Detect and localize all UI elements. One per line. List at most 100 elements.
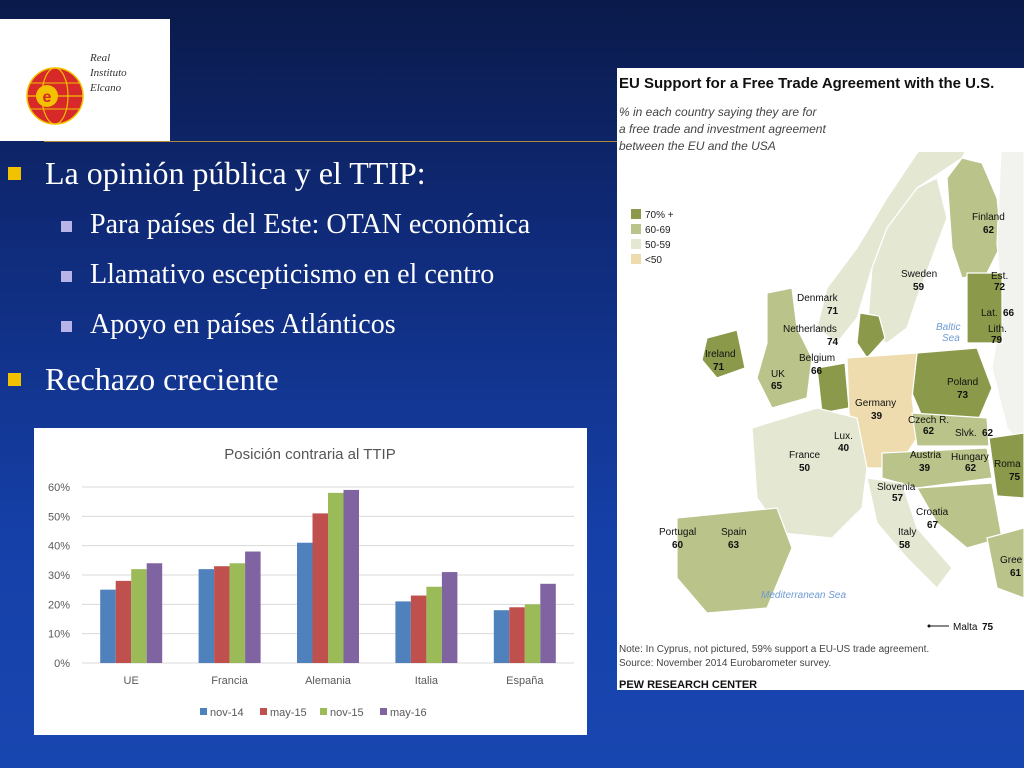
bar xyxy=(441,572,458,663)
country-name: Denmark xyxy=(797,293,839,304)
country-value: 62 xyxy=(923,426,935,437)
country-name: Spain xyxy=(721,527,747,538)
country-value: 72 xyxy=(994,282,1006,293)
bar xyxy=(426,586,442,663)
austria-hungary-shape xyxy=(881,447,993,489)
legend-label: nov-14 xyxy=(210,707,244,719)
map-subtitle-line: % in each country saying they are for xyxy=(619,105,817,119)
chart-title: Posición contraria al TTIP xyxy=(224,446,395,463)
map-note: Note: In Cyprus, not pictured, 59% suppo… xyxy=(619,644,929,655)
country-name: Czech R. xyxy=(908,415,949,426)
square-bullet-icon xyxy=(61,271,72,282)
legend-swatch xyxy=(260,708,267,715)
bullet-text: La opinión pública y el TTIP: xyxy=(45,155,426,191)
bar xyxy=(100,589,116,663)
country-value: 74 xyxy=(827,337,839,348)
country-name: Slovenia xyxy=(877,482,916,493)
country-value: 67 xyxy=(927,520,939,531)
country-value: 71 xyxy=(713,362,725,373)
country-name: Malta xyxy=(953,622,978,633)
country-value: 79 xyxy=(991,335,1003,346)
bar xyxy=(524,604,541,663)
y-tick-label: 20% xyxy=(48,599,70,611)
bar xyxy=(131,569,147,663)
legend-label: 50-59 xyxy=(645,240,671,251)
x-category-label: Alemania xyxy=(305,675,352,687)
country-value: 61 xyxy=(1010,568,1022,579)
greece-shape xyxy=(986,527,1024,599)
balkans-shape xyxy=(916,482,1003,549)
country-name: Lith. xyxy=(988,324,1007,335)
square-bullet-icon xyxy=(61,221,72,232)
bar xyxy=(493,610,510,663)
legend-swatch xyxy=(320,708,327,715)
square-bullet-icon xyxy=(61,321,72,332)
country-name: Lat. xyxy=(981,308,998,319)
bar xyxy=(509,607,525,663)
map-subtitle-line: a free trade and investment agreement xyxy=(619,122,826,136)
uk-shape xyxy=(756,287,813,409)
ireland-shape xyxy=(701,329,746,379)
x-category-label: Francia xyxy=(211,675,249,687)
map-panel: EU Support for a Free Trade Agreement wi… xyxy=(617,68,1024,690)
europe-map: EU Support for a Free Trade Agreement wi… xyxy=(617,68,1024,690)
country-name: Austria xyxy=(910,450,942,461)
bullet-text: Para países del Este: OTAN económica xyxy=(90,209,531,240)
logo: e Real Instituto Elcano xyxy=(0,19,170,141)
x-category-label: UE xyxy=(124,675,139,687)
map-title: EU Support for a Free Trade Agreement wi… xyxy=(619,75,994,92)
elcano-logo-mark: e xyxy=(26,38,106,125)
map-subtitle-line: between the EU and the USA xyxy=(619,139,776,153)
logo-wordmark: Real Instituto Elcano xyxy=(90,51,127,96)
bullet-text: Llamativo escepticismo en el centro xyxy=(90,259,495,290)
country-value: 62 xyxy=(982,428,994,439)
country-value: 65 xyxy=(771,381,783,392)
country-name: Germany xyxy=(855,398,896,409)
x-category-label: España xyxy=(506,675,544,687)
bullet-text: Rechazo creciente xyxy=(45,361,279,397)
square-bullet-icon xyxy=(8,167,21,180)
y-tick-label: 60% xyxy=(48,482,70,494)
country-name: Poland xyxy=(947,377,978,388)
bar xyxy=(328,492,344,663)
bar xyxy=(214,566,230,663)
country-name: Est. xyxy=(991,271,1008,282)
map-footer: PEW RESEARCH CENTER xyxy=(619,679,757,690)
country-value: 71 xyxy=(827,306,839,317)
logo-letter: e xyxy=(43,89,52,106)
bullet-item: Rechazo creciente xyxy=(8,356,620,408)
country-name: Portugal xyxy=(659,527,696,538)
legend-swatch xyxy=(200,708,207,715)
iberia-shape xyxy=(676,507,793,614)
country-value: 40 xyxy=(838,443,850,454)
country-name: Croatia xyxy=(916,507,949,518)
bar-chart-svg: Posición contraria al TTIP 0% 10% 20% 30% 40%… xyxy=(48,446,574,719)
logo-line-3: Elcano xyxy=(90,82,122,94)
legend-label: may-15 xyxy=(270,707,307,719)
y-tick-label: 40% xyxy=(48,541,70,553)
legend-swatch xyxy=(380,708,387,715)
country-name: Finland xyxy=(972,212,1005,223)
logo-line-1: Real xyxy=(90,52,111,64)
legend-label: 60-69 xyxy=(645,225,671,236)
y-tick-label: 10% xyxy=(48,629,70,641)
country-name: Sweden xyxy=(901,269,937,280)
sub-bullet-item: Apoyo en países Atlánticos xyxy=(8,302,620,352)
country-name: UK xyxy=(771,369,785,380)
bullet-item: La opinión pública y el TTIP: xyxy=(8,150,620,202)
sea-label: Sea xyxy=(942,333,960,344)
map-source: Source: November 2014 Eurobarometer surv… xyxy=(619,658,831,669)
country-name: Netherlands xyxy=(783,324,837,335)
bar xyxy=(395,601,411,663)
italy-shape xyxy=(866,477,953,589)
bar xyxy=(312,513,328,663)
sub-bullet-item: Llamativo escepticismo en el centro xyxy=(8,252,620,302)
country-name: Gree xyxy=(1000,555,1023,566)
country-name: Slvk. xyxy=(955,428,977,439)
country-name: Ireland xyxy=(705,349,736,360)
sea-label: Baltic xyxy=(936,322,960,333)
y-tick-label: 50% xyxy=(48,511,70,523)
bar xyxy=(245,551,261,663)
country-name: Belgium xyxy=(799,353,835,364)
bar xyxy=(146,563,163,663)
